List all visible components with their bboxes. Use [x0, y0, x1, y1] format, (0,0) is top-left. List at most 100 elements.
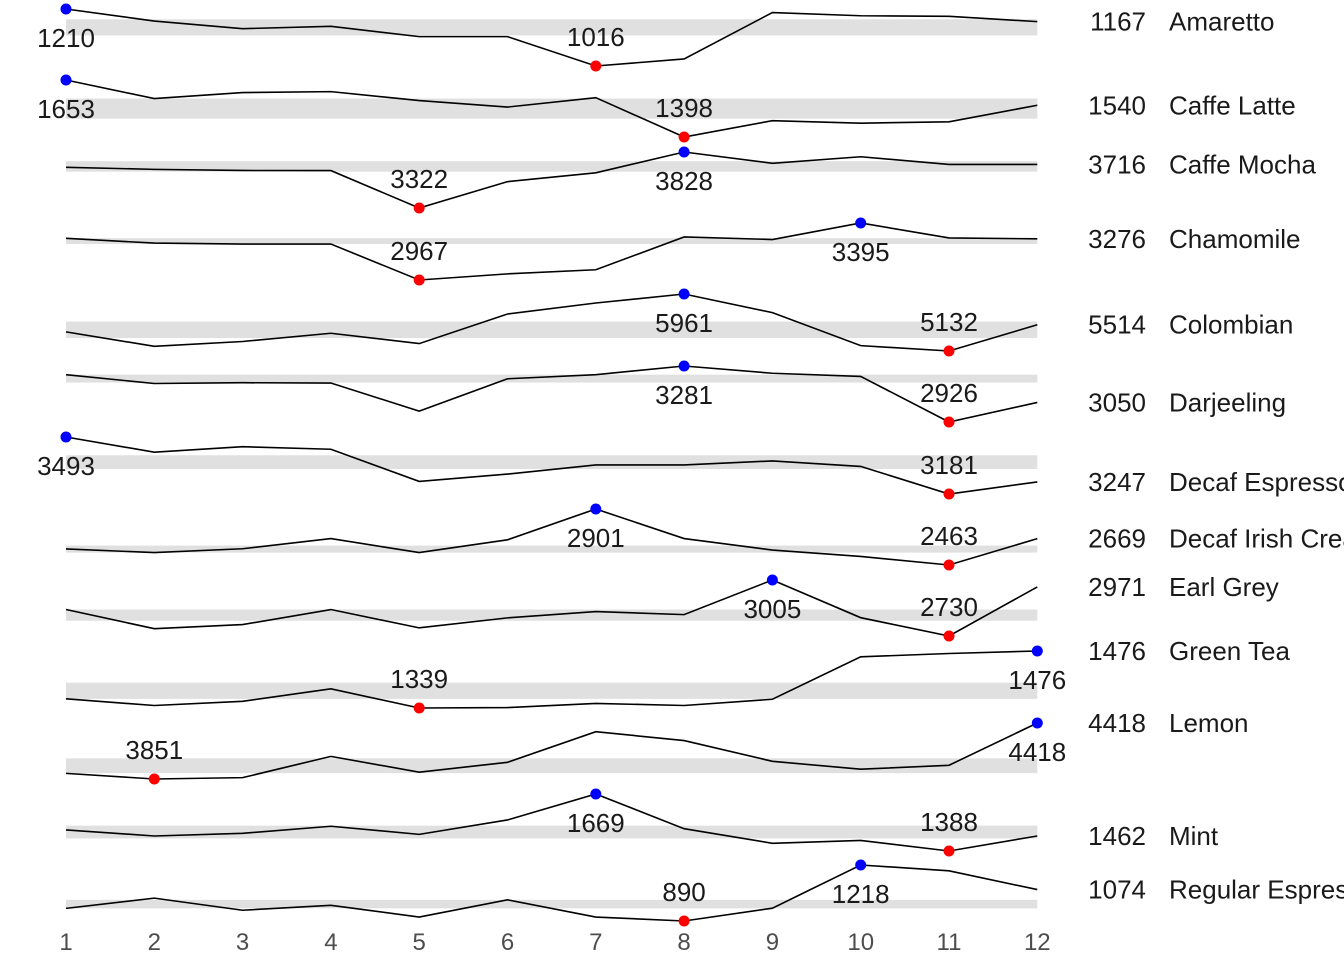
min-point-darjeeling	[943, 416, 955, 428]
series-name-mint: Mint	[1169, 821, 1219, 851]
band-caffe-mocha	[66, 161, 1038, 172]
last-value-earl-grey: 2971	[1088, 572, 1146, 602]
max-point-chamomile	[855, 217, 867, 229]
min-point-green-tea	[413, 702, 425, 714]
last-value-colombian: 5514	[1088, 310, 1146, 340]
band-decaf-irish-cream	[66, 545, 1038, 553]
last-value-decaf-espresso: 3247	[1088, 467, 1146, 497]
max-point-mint	[590, 788, 602, 800]
max-label-darjeeling: 3281	[655, 380, 713, 410]
x-tick-label: 12	[1024, 929, 1051, 956]
max-point-green-tea	[1031, 645, 1043, 657]
min-point-mint	[943, 845, 955, 857]
max-label-caffe-mocha: 3828	[655, 166, 713, 196]
x-axis: 1 2 3 4 5 6 7 8 9 10 11 12	[59, 929, 1050, 956]
max-point-lemon	[1031, 717, 1043, 729]
line-regular-espresso	[65, 864, 1038, 922]
series-name-colombian: Colombian	[1169, 310, 1293, 340]
min-label-decaf-espresso: 3181	[920, 450, 978, 480]
min-label-earl-grey: 2730	[920, 592, 978, 622]
min-label-decaf-irish-cream: 2463	[920, 521, 978, 551]
x-tick-label: 11	[937, 929, 962, 956]
min-point-decaf-espresso	[943, 488, 955, 500]
series-name-caffe-mocha: Caffe Mocha	[1169, 149, 1316, 179]
last-value-caffe-latte: 1540	[1088, 90, 1146, 120]
max-label-regular-espresso: 1218	[832, 879, 890, 909]
x-tick-label: 5	[413, 929, 426, 956]
series-name-darjeeling: Darjeeling	[1169, 387, 1286, 417]
band-regular-espresso	[66, 899, 1038, 909]
max-label-mint: 1669	[567, 808, 625, 838]
band-caffe-latte	[66, 98, 1038, 119]
max-point-colombian	[678, 288, 690, 300]
line-caffe-latte	[65, 79, 1038, 138]
band-darjeeling	[66, 374, 1038, 383]
max-point-earl-grey	[766, 574, 778, 586]
min-point-earl-grey	[943, 630, 955, 642]
max-point-darjeeling	[678, 360, 690, 372]
series-label-layer: 1167 Amaretto 1540 Caffe Latte 3716 Caffe Moc…	[1088, 7, 1344, 905]
band-amaretto	[66, 19, 1038, 36]
x-tick-label: 3	[236, 929, 249, 956]
last-value-chamomile: 3276	[1088, 224, 1146, 254]
last-value-darjeeling: 3050	[1088, 387, 1146, 417]
line-decaf-irish-cream	[65, 508, 1038, 566]
min-point-amaretto	[590, 60, 602, 72]
min-label-green-tea: 1339	[390, 664, 448, 694]
series-name-amaretto: Amaretto	[1169, 7, 1275, 37]
min-point-caffe-mocha	[413, 202, 425, 214]
band-lemon	[66, 758, 1038, 774]
min-point-caffe-latte	[678, 131, 690, 143]
min-label-lemon: 3851	[125, 735, 183, 765]
x-tick-label: 10	[847, 929, 874, 956]
min-label-darjeeling: 2926	[920, 378, 978, 408]
last-value-regular-espresso: 1074	[1088, 875, 1146, 905]
line-colombian	[65, 293, 1038, 352]
max-label-decaf-irish-cream: 2901	[567, 523, 625, 553]
max-point-amaretto	[60, 3, 72, 15]
min-label-caffe-mocha: 3322	[390, 164, 448, 194]
band-colombian	[66, 321, 1038, 339]
value-label-layer: 1210 1016 1653 1398 3828 3322 3395 2967 5961 5132…	[37, 22, 1066, 909]
line-green-tea	[65, 650, 1038, 709]
band-green-tea	[66, 682, 1038, 699]
x-tick-label: 6	[501, 929, 514, 956]
series-name-earl-grey: Earl Grey	[1169, 572, 1279, 602]
band-decaf-espresso	[66, 455, 1038, 469]
max-label-earl-grey: 3005	[743, 594, 801, 624]
min-label-colombian: 5132	[920, 307, 978, 337]
line-amaretto	[65, 8, 1038, 67]
last-value-caffe-mocha: 3716	[1088, 149, 1146, 179]
line-earl-grey	[65, 579, 1038, 637]
x-tick-label: 1	[59, 929, 72, 956]
max-point-caffe-mocha	[678, 146, 690, 158]
last-value-decaf-irish-cream: 2669	[1088, 524, 1146, 554]
series-name-lemon: Lemon	[1169, 708, 1249, 738]
max-label-lemon: 4418	[1008, 737, 1066, 767]
max-point-regular-espresso	[855, 859, 867, 871]
min-point-decaf-irish-cream	[943, 559, 955, 571]
line-layer	[65, 8, 1038, 922]
series-name-chamomile: Chamomile	[1169, 224, 1301, 254]
series-name-green-tea: Green Tea	[1169, 636, 1290, 666]
x-tick-label: 7	[589, 929, 602, 956]
max-label-green-tea: 1476	[1008, 665, 1066, 695]
line-decaf-espresso	[65, 436, 1038, 495]
line-darjeeling	[65, 365, 1038, 423]
x-tick-label: 2	[148, 929, 161, 956]
min-label-caffe-latte: 1398	[655, 93, 713, 123]
last-value-lemon: 4418	[1088, 708, 1146, 738]
max-label-amaretto: 1210	[37, 23, 95, 53]
last-value-mint: 1462	[1088, 821, 1146, 851]
line-mint	[65, 793, 1038, 852]
x-tick-label: 9	[766, 929, 779, 956]
min-point-regular-espresso	[678, 915, 690, 927]
band-mint	[66, 825, 1038, 839]
series-name-decaf-espresso: Decaf Espresso	[1169, 467, 1344, 497]
line-caffe-mocha	[65, 151, 1038, 209]
max-label-colombian: 5961	[655, 308, 713, 338]
series-name-decaf-irish-cream: Decaf Irish Cream	[1169, 524, 1344, 554]
min-point-lemon	[148, 773, 160, 785]
last-value-amaretto: 1167	[1090, 7, 1146, 37]
